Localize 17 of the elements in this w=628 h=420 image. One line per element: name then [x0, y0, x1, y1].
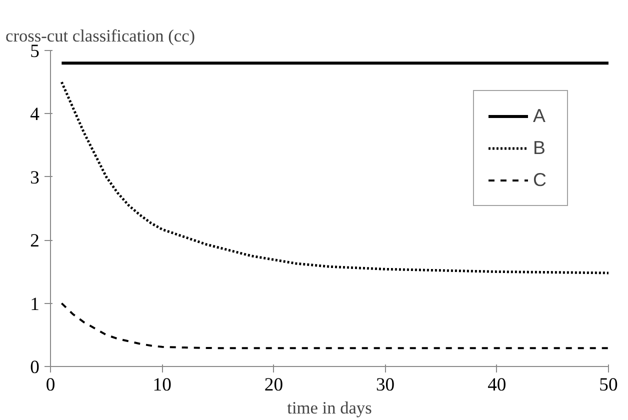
x-tick-label: 0	[46, 374, 56, 396]
legend-label: C	[533, 169, 548, 191]
y-tick-label: 2	[30, 230, 40, 252]
x-tick-label: 30	[376, 374, 395, 396]
legend-label: A	[533, 105, 546, 127]
y-tick-label: 1	[30, 294, 40, 315]
legend-label: B	[533, 137, 546, 159]
x-tick-label: 40	[488, 374, 506, 396]
y-tick-label: 3	[30, 167, 40, 188]
line-series	[60, 80, 608, 274]
line-series	[60, 302, 608, 350]
y-tick-label: 4	[30, 104, 40, 126]
x-tick-label: 50	[599, 374, 618, 396]
x-axis-title: time in days	[287, 398, 372, 418]
x-tick-label: 10	[152, 374, 172, 396]
y-tick-label: 0	[30, 357, 40, 378]
x-tick-label: 20	[264, 374, 284, 396]
